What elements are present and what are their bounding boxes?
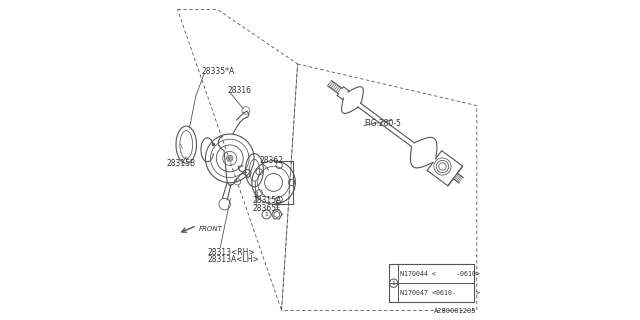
Text: FRONT: FRONT (198, 226, 222, 232)
Text: 1: 1 (264, 212, 269, 217)
Circle shape (227, 155, 233, 162)
Text: A280001205: A280001205 (435, 308, 477, 314)
Text: 28335*A: 28335*A (202, 67, 235, 76)
Text: FIG.280-5: FIG.280-5 (364, 119, 401, 128)
Text: 28313A<LH>: 28313A<LH> (207, 255, 259, 264)
Text: 1: 1 (392, 281, 396, 286)
Text: 28315B: 28315B (166, 159, 196, 168)
Text: 28362: 28362 (259, 156, 283, 164)
Text: 28316: 28316 (227, 86, 251, 95)
Text: N170047 <0610-     >: N170047 <0610- > (400, 290, 480, 296)
Bar (388, 264, 474, 302)
Text: 28365: 28365 (253, 204, 277, 212)
Text: N170044 <     -0610>: N170044 < -0610> (400, 271, 480, 276)
Text: 28315A: 28315A (253, 196, 282, 205)
Text: 28313<RH>: 28313<RH> (207, 248, 255, 257)
